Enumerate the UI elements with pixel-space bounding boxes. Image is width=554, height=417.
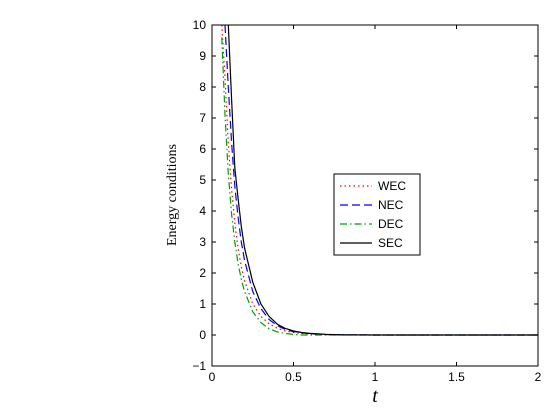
- y-tick-label: 2: [199, 266, 206, 280]
- y-axis-label: Energy conditions: [165, 144, 180, 246]
- x-tick-label: 0.5: [285, 370, 302, 384]
- y-tick-label: 7: [199, 111, 206, 125]
- y-tick-label: 9: [199, 49, 206, 63]
- legend-label-dec: DEC: [378, 217, 404, 231]
- x-tick-label: 0: [209, 370, 216, 384]
- y-tick-label: 5: [199, 173, 206, 187]
- y-tick-label: 4: [199, 204, 206, 218]
- y-tick-label: 8: [199, 80, 206, 94]
- legend-label-wec: WEC: [378, 179, 406, 193]
- legend-label-sec: SEC: [378, 236, 403, 250]
- y-tick-label: 3: [199, 235, 206, 249]
- x-axis-label: t: [372, 385, 378, 407]
- series-line-sec: [227, 25, 538, 336]
- y-tick-label: 0: [199, 328, 206, 342]
- y-tick-label: −1: [192, 359, 206, 373]
- x-tick-label: 1.5: [448, 370, 465, 384]
- y-tick-label: 6: [199, 142, 206, 156]
- series-line-dec: [221, 37, 538, 336]
- y-tick-label: 10: [193, 18, 207, 32]
- y-tick-label: 1: [199, 297, 206, 311]
- legend: [333, 173, 421, 256]
- x-tick-label: 2: [535, 370, 542, 384]
- x-tick-label: 1: [372, 370, 379, 384]
- legend-label-nec: NEC: [378, 198, 404, 212]
- series-line-wec: [221, 25, 538, 336]
